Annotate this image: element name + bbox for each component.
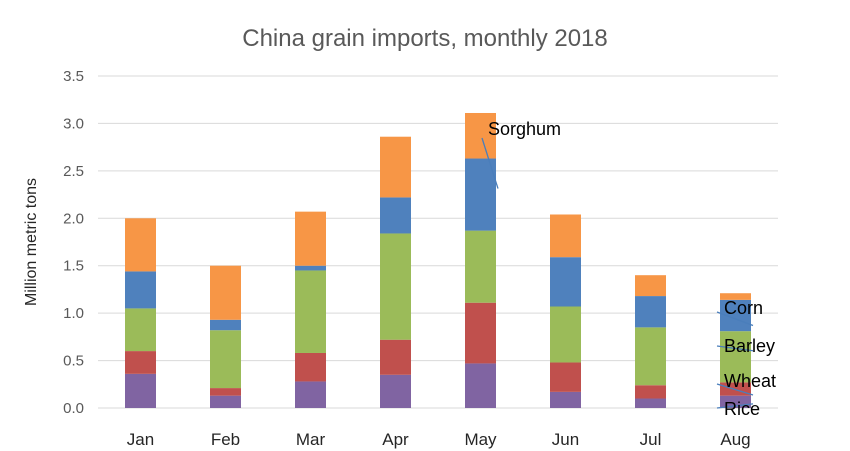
bar-sorghum-jan	[125, 218, 156, 272]
gridlines	[98, 75, 778, 409]
bar-corn-mar	[295, 265, 326, 271]
y-tick-label: 0.0	[63, 400, 84, 417]
series-label-barley: Barley	[724, 336, 775, 356]
chart-title: China grain imports, monthly 2018	[242, 25, 608, 52]
x-tick-label: Apr	[382, 430, 409, 449]
bar-sorghum-feb	[210, 265, 241, 320]
bar-corn-apr	[380, 197, 411, 234]
bar-corn-jun	[550, 257, 581, 307]
bar-sorghum-jul	[635, 275, 666, 297]
leader-line-barley	[716, 345, 754, 352]
x-tick-label: Jun	[552, 430, 579, 449]
bar-sorghum-aug	[720, 293, 751, 300]
bar-rice-may	[465, 363, 496, 408]
bar-corn-feb	[210, 319, 241, 331]
bar-stack-jul	[635, 275, 666, 408]
series-label-corn: Corn	[724, 298, 763, 318]
bar-barley-jun	[550, 306, 581, 363]
bar-rice-feb	[210, 395, 241, 408]
bar-wheat-jan	[125, 351, 156, 374]
y-tick-label: 2.0	[63, 210, 84, 227]
bar-corn-may	[465, 158, 496, 231]
bar-stack-aug	[720, 293, 751, 408]
bar-stack-mar	[295, 211, 326, 408]
bar-corn-jan	[125, 271, 156, 309]
bar-rice-jul	[635, 398, 666, 408]
series-label-sorghum: Sorghum	[488, 119, 561, 139]
bar-stack-jan	[125, 218, 156, 408]
y-tick-label: 1.0	[63, 305, 84, 322]
y-axis-label: Million metric tons	[23, 178, 40, 306]
bar-rice-jun	[550, 391, 581, 408]
y-tick-labels: 0.0 0.5 1.0 1.5 2.0 2.5 3.0 3.5	[63, 68, 84, 417]
bar-wheat-feb	[210, 388, 241, 396]
leader-line-rice	[716, 403, 754, 409]
leader-line-corn	[716, 311, 754, 327]
x-tick-labels: Jan Feb Mar Apr May Jun Jul Aug	[127, 430, 751, 449]
bar-corn-jul	[635, 296, 666, 328]
bar-stack-feb	[210, 265, 241, 408]
bar-rice-mar	[295, 381, 326, 408]
x-tick-label: Jul	[640, 430, 662, 449]
x-tick-label: Feb	[211, 430, 240, 449]
bar-barley-apr	[380, 233, 411, 340]
bar-wheat-jun	[550, 362, 581, 392]
bar-stack-apr	[380, 136, 411, 408]
bar-sorghum-may	[465, 112, 496, 159]
x-tick-label: Aug	[720, 430, 750, 449]
y-tick-label: 0.5	[63, 353, 84, 370]
bar-barley-may	[465, 230, 496, 303]
y-tick-label: 3.5	[63, 68, 84, 85]
y-tick-label: 3.0	[63, 115, 84, 132]
bar-rice-jan	[125, 373, 156, 408]
x-tick-label: May	[464, 430, 497, 449]
leader-line-sorghum	[481, 137, 499, 189]
bar-barley-aug	[720, 331, 751, 383]
series-annotations: Rice Wheat Barley Corn Sorghum	[481, 119, 776, 419]
series-label-rice: Rice	[724, 399, 760, 419]
leader-line-wheat	[716, 383, 754, 396]
bar-rice-apr	[380, 374, 411, 408]
bar-stack-may	[465, 112, 496, 408]
x-tick-label: Jan	[127, 430, 154, 449]
y-tick-label: 1.5	[63, 258, 84, 275]
series-label-wheat: Wheat	[724, 371, 776, 391]
bar-sorghum-apr	[380, 136, 411, 198]
bar-stack-jun	[550, 214, 581, 408]
bar-wheat-apr	[380, 339, 411, 375]
bar-wheat-may	[465, 302, 496, 364]
bar-barley-jul	[635, 327, 666, 386]
bar-sorghum-jun	[550, 214, 581, 258]
bar-stacks	[125, 112, 751, 408]
bar-sorghum-mar	[295, 211, 326, 266]
bar-wheat-mar	[295, 352, 326, 382]
x-tick-label: Mar	[296, 430, 326, 449]
bar-wheat-jul	[635, 385, 666, 399]
bar-barley-feb	[210, 330, 241, 389]
y-tick-label: 2.5	[63, 163, 84, 180]
bar-barley-jan	[125, 308, 156, 352]
bar-barley-mar	[295, 270, 326, 353]
